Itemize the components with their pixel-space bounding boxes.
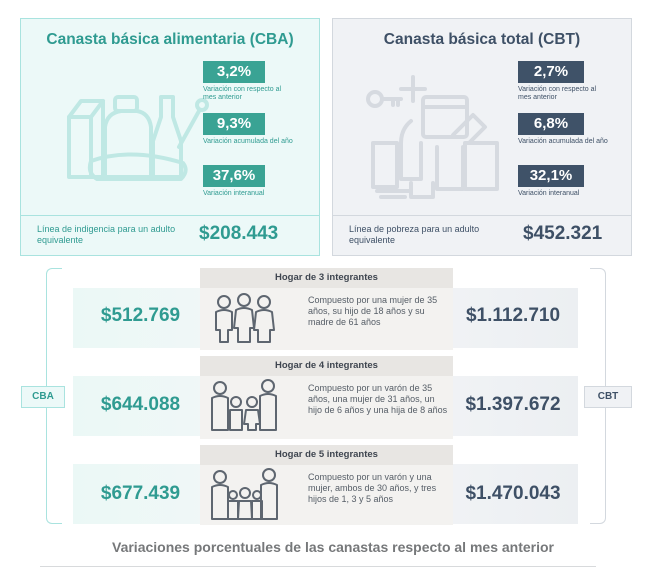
cbt-accumulated-caption: Variación acumulada del año — [518, 138, 608, 145]
cbt-line-value: $452.321 — [523, 223, 603, 244]
family-of-five-icon — [211, 468, 278, 520]
footer-divider — [40, 566, 596, 567]
cba-accumulated-badge: 9,3% — [203, 113, 265, 135]
groceries-icon — [67, 95, 209, 181]
household-4-card: Hogar de 4 integrantes Compuesto por un … — [200, 356, 453, 439]
cbt-tag: CBT — [584, 386, 632, 408]
cbt-interannual-caption: Variación interanual — [518, 190, 580, 197]
household-4-description: Compuesto por un varón de 35 años, una m… — [308, 383, 448, 415]
cba-accumulated-caption: Variación acumulada del año — [203, 138, 293, 145]
household-5-card: Hogar de 5 integrantes Compuesto por un … — [200, 445, 453, 525]
cba-line-value: $208.443 — [199, 223, 279, 244]
family-of-three-icon — [215, 293, 275, 343]
cba-monthly-caption: Variación con respecto al mes anterior — [203, 86, 282, 101]
cbt-line-label: Línea de pobreza para un adulto equivale… — [349, 224, 480, 245]
footer-title: Variaciones porcentuales de las canastas… — [112, 539, 554, 555]
cbt-title: Canasta básica total (CBT) — [383, 31, 581, 48]
household-4-cbt-value: $1.397.672 — [465, 394, 561, 415]
cbt-accumulated-badge: 6,8% — [518, 113, 584, 135]
household-3-card: Hogar de 3 integrantes Compuesto por una… — [200, 268, 453, 350]
household-4-title: Hogar de 4 integrantes — [200, 356, 453, 376]
cba-line-footer: Línea de indigencia para un adulto equiv… — [21, 215, 319, 255]
household-5-description: Compuesto por un varón y una mujer, ambo… — [308, 472, 437, 504]
household-3-description: Compuesto por una mujer de 35 años, su h… — [308, 295, 438, 327]
cbt-monthly-caption: Variación con respecto al mes anterior — [518, 86, 597, 101]
household-3-title: Hogar de 3 integrantes — [200, 268, 453, 288]
cba-line-label: Línea de indigencia para un adulto equiv… — [37, 224, 176, 245]
cbt-interannual-badge: 32,1% — [518, 165, 584, 187]
household-5-cbt-value: $1.470.043 — [465, 483, 561, 504]
cba-interannual-caption: Variación interanual — [203, 190, 265, 197]
household-3-cba-value: $512.769 — [100, 305, 181, 326]
cba-interannual-badge: 37,6% — [203, 165, 265, 187]
household-5-cba-value: $677.439 — [100, 483, 181, 504]
family-of-four-icon — [211, 379, 277, 431]
household-goods-icon — [366, 75, 499, 199]
cbt-monthly-badge: 2,7% — [518, 61, 584, 83]
cba-monthly-badge: 3,2% — [203, 61, 265, 83]
household-3-cbt-value: $1.112.710 — [465, 305, 561, 326]
cbt-line-footer: Línea de pobreza para un adulto equivale… — [333, 215, 631, 255]
cba-tag: CBA — [21, 386, 65, 408]
cba-title: Canasta básica alimentaria (CBA) — [46, 31, 294, 48]
household-5-title: Hogar de 5 integrantes — [200, 445, 453, 465]
cbt-panel: Canasta básica total (CBT) 2,7% Variació… — [332, 18, 632, 256]
cba-panel: Canasta básica alimentaria (CBA) 3,2% Va… — [20, 18, 320, 256]
household-4-cba-value: $644.088 — [100, 394, 181, 415]
